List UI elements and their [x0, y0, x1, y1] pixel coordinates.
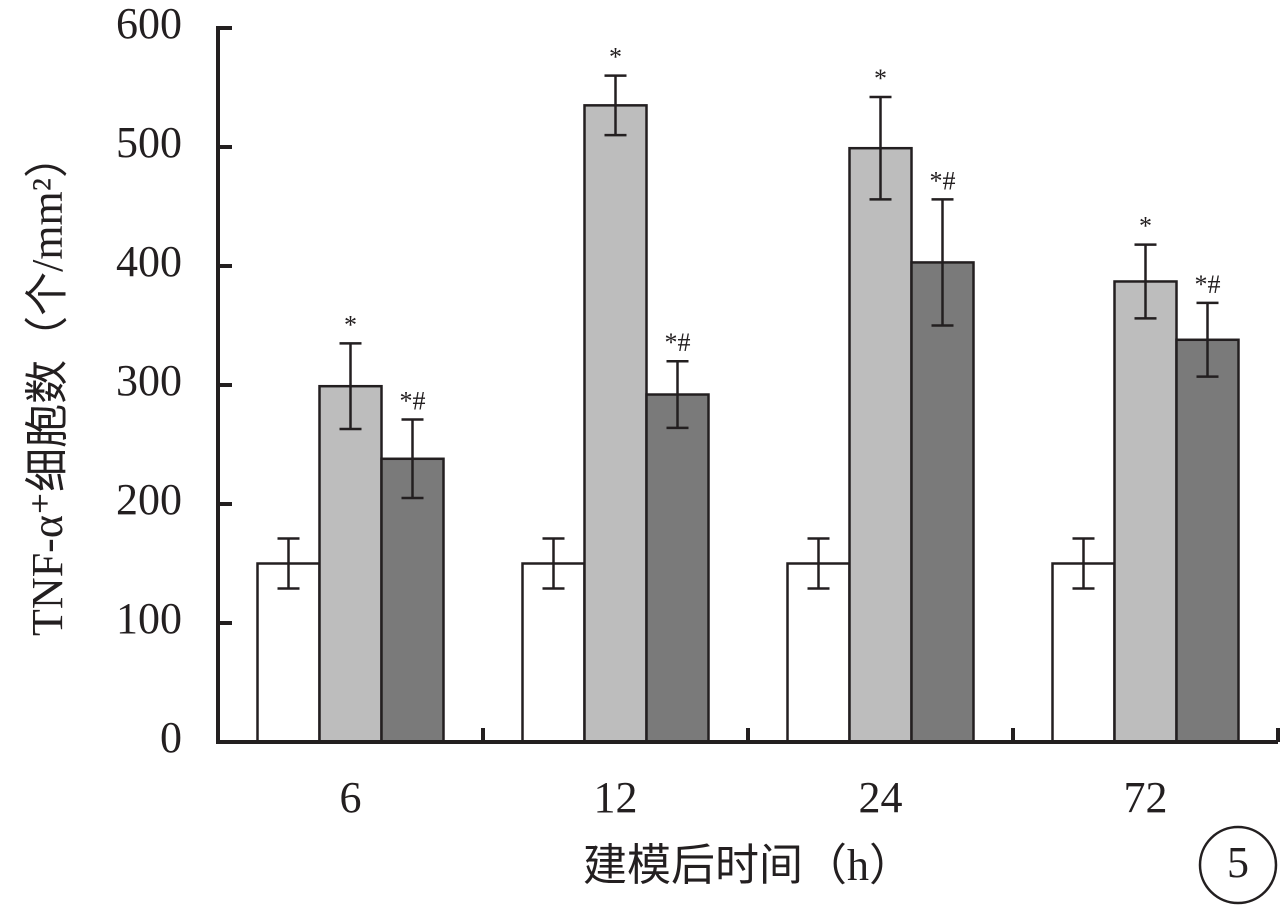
bar: [1175, 338, 1240, 744]
bar: [583, 104, 648, 744]
significance-label: *#: [1195, 270, 1221, 299]
y-tick-label: 300: [116, 356, 182, 405]
significance-label: *: [874, 64, 887, 93]
significance-label: *: [1139, 212, 1152, 241]
bar: [318, 384, 383, 744]
bar: [848, 146, 913, 744]
significance-label: *#: [400, 386, 426, 415]
x-tick-label: 6: [340, 773, 362, 822]
y-tick-label: 600: [116, 0, 182, 48]
bar: [645, 393, 710, 744]
bar: [380, 457, 445, 744]
y-tick-label: 200: [116, 475, 182, 524]
panel-label: 5: [1227, 838, 1249, 887]
bar: [1051, 562, 1116, 744]
x-axis-label: 建模后时间（h）: [583, 841, 913, 890]
y-axis-label: TNF-α⁺细胞数（个/mm²）: [23, 134, 72, 636]
y-tick-label: 0: [160, 713, 182, 762]
y-tick-label: 400: [116, 237, 182, 286]
bar: [910, 261, 975, 744]
y-tick-label: 500: [116, 118, 182, 167]
significance-label: *#: [665, 328, 691, 357]
panel-circle: [1198, 825, 1278, 905]
bar: [786, 562, 851, 744]
bar: [256, 562, 321, 744]
x-tick-label: 12: [594, 773, 638, 822]
significance-label: *: [609, 43, 622, 72]
significance-label: *: [344, 310, 357, 339]
bar: [521, 562, 586, 744]
significance-label: *#: [930, 166, 956, 195]
y-tick-label: 100: [116, 594, 182, 643]
x-tick-label: 24: [859, 773, 903, 822]
bar: [1113, 280, 1178, 744]
x-tick-label: 72: [1124, 773, 1168, 822]
